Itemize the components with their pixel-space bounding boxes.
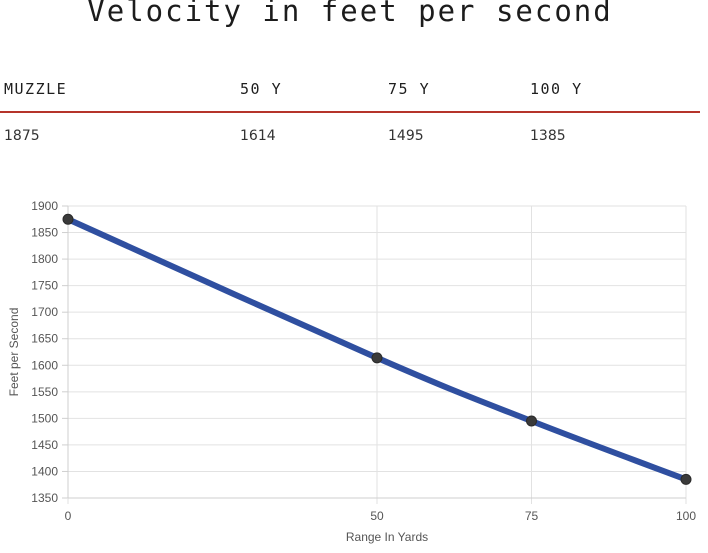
- y-tick-label: 1800: [31, 252, 58, 266]
- velocity-table-value-row: 1875 1614 1495 1385: [0, 128, 700, 152]
- velocity-table-header-row: MUZZLE 50 Y 75 Y 100 Y: [0, 80, 700, 104]
- header-100-yards: 100 Y: [530, 80, 583, 98]
- chart-series: [62, 213, 692, 485]
- y-tick-label: 1900: [31, 199, 58, 213]
- y-tick-label: 1450: [31, 438, 58, 452]
- y-tick-label: 1400: [31, 464, 58, 478]
- value-100-yards: 1385: [530, 128, 566, 144]
- chart-grid: [62, 205, 687, 504]
- y-tick-label: 1500: [31, 411, 58, 425]
- y-tick-label: 1600: [31, 358, 58, 372]
- table-divider: [0, 111, 700, 113]
- velocity-line-chart: 1350 1400 1450 1500 1550 1600 1650 1700 1750 1800…: [7, 199, 697, 544]
- header-50-yards: 50 Y: [240, 80, 283, 98]
- y-axis-ticks: 1350 1400 1450 1500 1550 1600 1650 1700 1750 1800…: [31, 199, 58, 505]
- y-tick-label: 1700: [31, 305, 58, 319]
- page-title: Velocity in feet per second: [87, 0, 613, 28]
- value-75-yards: 1495: [388, 128, 424, 144]
- value-50-yards: 1614: [240, 128, 276, 144]
- series-line: [65, 216, 689, 483]
- velocity-table: MUZZLE 50 Y 75 Y 100 Y 1875 1614 1495 13…: [0, 80, 700, 152]
- y-tick-label: 1750: [31, 279, 58, 293]
- x-axis-ticks: 0 50 75 100: [65, 509, 697, 523]
- value-muzzle: 1875: [4, 128, 40, 144]
- header-75-yards: 75 Y: [388, 80, 431, 98]
- y-axis-label: Feet per Second: [7, 308, 21, 397]
- y-tick-label: 1850: [31, 226, 58, 240]
- x-tick-label: 100: [676, 509, 696, 523]
- data-point[interactable]: [371, 352, 383, 364]
- y-tick-label: 1550: [31, 385, 58, 399]
- y-tick-label: 1350: [31, 491, 58, 505]
- header-muzzle: MUZZLE: [4, 80, 68, 98]
- data-point[interactable]: [526, 415, 537, 427]
- y-tick-label: 1650: [31, 332, 58, 346]
- data-point[interactable]: [680, 473, 692, 485]
- x-axis-label: Range In Yards: [346, 530, 428, 544]
- x-tick-label: 75: [525, 509, 539, 523]
- x-tick-label: 0: [65, 509, 72, 523]
- x-tick-label: 50: [370, 509, 384, 523]
- data-point[interactable]: [62, 213, 74, 225]
